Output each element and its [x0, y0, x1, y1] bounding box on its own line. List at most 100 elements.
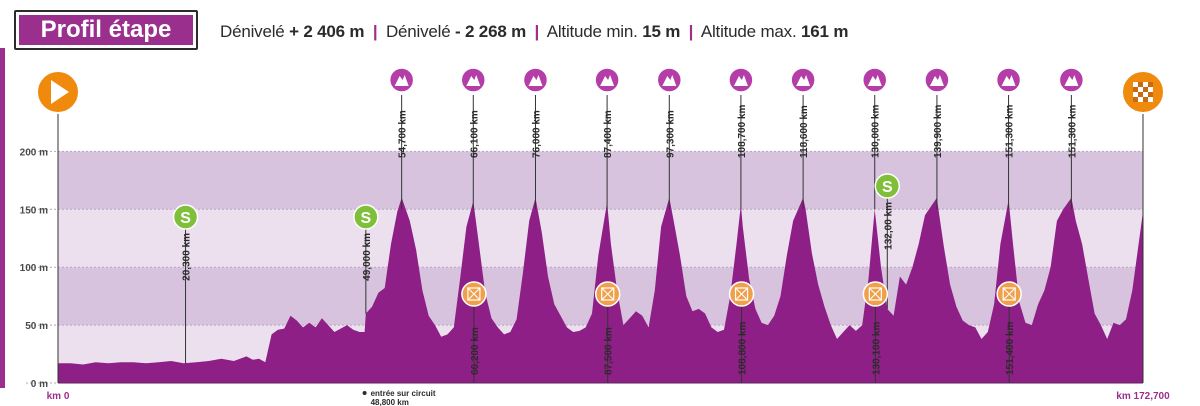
checker-cell	[1138, 97, 1143, 102]
climb-marker	[460, 67, 487, 93]
play-icon	[51, 80, 69, 104]
stat-elevation-gain-label: Dénivelé	[220, 22, 285, 41]
checker-cell	[1143, 82, 1148, 87]
checker-cell	[1148, 92, 1153, 97]
feed-icon-frame	[467, 287, 481, 301]
sprint-marker: S	[874, 173, 901, 199]
y-tick-label: 50 m	[25, 321, 48, 332]
sprint-marker: S	[172, 204, 199, 230]
left-accent-bar	[0, 48, 5, 388]
mountain-icon	[1001, 75, 1016, 86]
climb-km-label: 118,600 km	[799, 105, 810, 158]
mountain-icon	[929, 75, 944, 86]
altitude-band	[58, 151, 1143, 210]
stat-elevation-loss-value: - 2 268 m	[455, 22, 527, 41]
climb-km-label: 66,100 km	[469, 110, 480, 158]
sprint-icon-circle	[874, 173, 901, 199]
stats-bar: Dénivelé + 2 406 m | Dénivelé - 2 268 m …	[220, 22, 848, 42]
feed-icon-cross	[1002, 287, 1016, 301]
sprint-km-label: 49,000 km	[362, 233, 373, 281]
mountain-icon	[466, 75, 481, 86]
y-tick-label: 200 m	[20, 147, 48, 158]
y-tick-label: 100 m	[20, 263, 48, 274]
y-tick-label: 150 m	[20, 205, 48, 216]
climb-km-label: 76,000 km	[531, 110, 542, 158]
stat-altitude-max-label: Altitude max.	[700, 22, 797, 41]
feed-icon-cross	[869, 287, 882, 301]
feed-marker	[996, 281, 1022, 307]
climb-km-label: 151,300 km	[1005, 105, 1016, 158]
feed-icon-frame	[734, 287, 749, 301]
climb-km-label: 108,700 km	[737, 105, 748, 158]
stat-altitude-min-label: Altitude min.	[546, 22, 638, 41]
feed-zone-icon	[734, 287, 749, 301]
feed-zone-icon	[1002, 287, 1016, 301]
feed-zone-icon	[467, 287, 481, 301]
climb-marker	[995, 67, 1022, 93]
page-title: Profil étape	[19, 15, 193, 45]
climb-km-label: 54,700 km	[398, 110, 409, 158]
checker-cell	[1143, 97, 1148, 102]
feed-km-label: 87,500 km	[604, 327, 615, 375]
climb-km-label: 87,400 km	[603, 110, 614, 158]
climb-km-label: 151,300 km	[1067, 105, 1078, 158]
feed-icon-cross	[467, 287, 481, 301]
feed-marker	[594, 281, 621, 307]
finish-marker	[1121, 70, 1165, 114]
climb-marker	[656, 67, 683, 93]
title-badge: Profil étape	[14, 10, 198, 50]
feed-zone-icon	[601, 287, 615, 301]
circuit-entry-km-label: 48,800 km	[371, 398, 409, 406]
climb-marker	[594, 67, 620, 93]
sprint-km-label: 132,00 km	[883, 202, 894, 250]
sprint-km-label: 20,300 km	[182, 233, 193, 281]
climb-km-label: 97,300 km	[665, 110, 676, 158]
mountain-icon	[733, 75, 748, 86]
climb-marker	[861, 67, 888, 93]
stat-elevation-loss-label: Dénivelé	[385, 22, 451, 41]
climb-km-label: 139,900 km	[933, 105, 944, 158]
checker-cell	[1138, 92, 1143, 97]
checker-cell	[1143, 92, 1148, 97]
stat-altitude-min-value: 15 m	[642, 22, 681, 41]
checker-cell	[1138, 82, 1143, 87]
feed-icon-frame	[868, 287, 882, 301]
checkered-flag-icon	[1133, 82, 1153, 102]
x-end-label: km 172,700	[1116, 391, 1170, 402]
sprint-icon-circle	[353, 204, 379, 230]
feed-icon-cross	[735, 287, 748, 301]
stat-separator: |	[688, 22, 694, 41]
feed-km-label: 66,200 km	[470, 327, 481, 375]
checker-cell	[1133, 82, 1138, 87]
feed-km-label: 108,800 km	[738, 322, 749, 375]
checker-cell	[1138, 87, 1143, 92]
mountain-icon	[394, 75, 409, 86]
sprint-marker: S	[353, 204, 379, 230]
stat-altitude-max-value: 161 m	[801, 22, 849, 41]
mountain-icon	[600, 75, 615, 86]
checker-cell	[1133, 92, 1138, 97]
feed-icon-frame	[601, 287, 615, 301]
climb-marker	[522, 67, 549, 93]
checker-cell	[1133, 97, 1138, 102]
climb-km-label: 130,000 km	[871, 105, 882, 158]
checker-cell	[1133, 87, 1138, 92]
checker-cell	[1143, 87, 1148, 92]
sprint-s-icon: S	[882, 179, 893, 196]
sprint-s-icon: S	[180, 210, 191, 227]
feed-km-label: 151,400 km	[1005, 322, 1016, 375]
mountain-icon	[796, 75, 811, 86]
mountain-icon	[867, 75, 882, 86]
checker-cell	[1148, 82, 1153, 87]
circuit-entry-label: entrée sur circuit	[371, 389, 436, 398]
stat-separator: |	[372, 22, 378, 41]
x-start-label: km 0	[47, 391, 70, 402]
stat-elevation-gain-value: + 2 406 m	[289, 22, 365, 41]
mountain-icon	[662, 75, 677, 86]
feed-km-label: 130,100 km	[871, 322, 882, 375]
mountain-icon	[1064, 75, 1079, 86]
climb-marker	[790, 67, 816, 93]
climb-marker	[1058, 67, 1085, 93]
climb-marker	[388, 67, 415, 93]
